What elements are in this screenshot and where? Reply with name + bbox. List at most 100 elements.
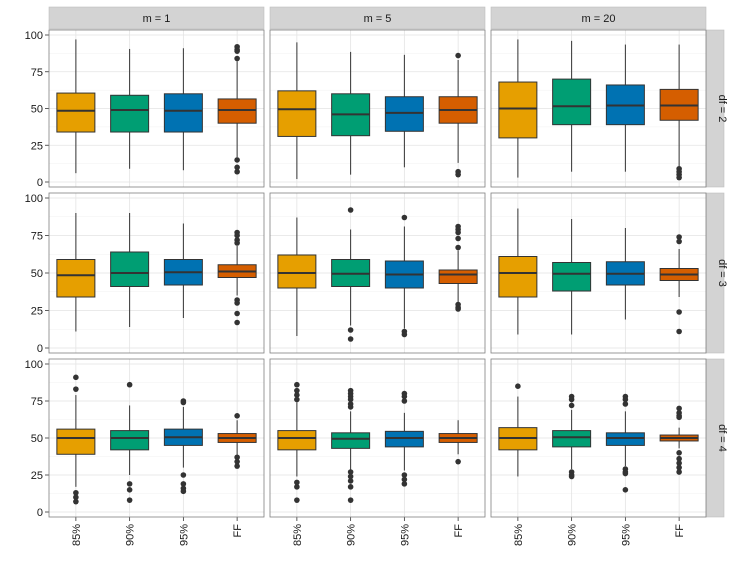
boxplot-95%: [163, 398, 203, 495]
boxplot-85%: [498, 39, 538, 178]
outlier-point: [568, 473, 575, 480]
x-tick-label: FF: [674, 524, 686, 538]
outlier-point: [73, 494, 79, 501]
outlier-point: [622, 470, 629, 477]
boxplot-95%: [163, 223, 203, 318]
outlier-point: [73, 374, 79, 381]
outlier-point: [234, 463, 240, 469]
y-tick-label: 100: [25, 359, 43, 371]
boxplot-85%: [56, 374, 96, 505]
box-iqr: [56, 259, 96, 298]
y-tick-label: 25: [31, 306, 43, 318]
box-iqr: [331, 432, 371, 449]
outlier-point: [347, 327, 354, 333]
boxplot-FF: [217, 229, 257, 326]
outlier-point: [401, 214, 408, 221]
outlier-point: [676, 414, 682, 421]
x-tick-label: 95%: [178, 524, 190, 546]
boxplot-90%: [552, 393, 592, 480]
y-tick-label: 25: [31, 470, 43, 482]
x-tick-label: 85%: [513, 524, 525, 546]
outlier-point: [401, 331, 408, 338]
boxplot-90%: [331, 51, 371, 175]
outlier-point: [347, 473, 354, 480]
outlier-point: [73, 489, 79, 496]
outlier-point: [676, 469, 682, 475]
boxplot-85%: [277, 217, 317, 336]
x-tick-label: FF: [453, 524, 465, 538]
boxplot-90%: [331, 387, 371, 503]
outlier-point: [234, 232, 240, 239]
outlier-point: [676, 234, 682, 240]
outlier-point: [234, 240, 240, 246]
outlier-point: [234, 157, 240, 163]
boxplot-85%: [277, 42, 317, 180]
outlier-point: [455, 306, 461, 312]
panel-border: [48, 192, 265, 354]
box-iqr: [110, 94, 150, 133]
outlier-point: [347, 207, 354, 213]
x-tick-label: 95%: [399, 524, 411, 546]
outlier-point: [347, 469, 354, 475]
outlier-point: [234, 454, 240, 461]
outlier-point: [294, 387, 300, 394]
box-iqr: [384, 96, 424, 132]
box-iqr: [498, 81, 538, 139]
boxplot-FF: [659, 44, 699, 181]
y-tick-label: 100: [25, 30, 43, 42]
outlier-point: [401, 472, 408, 478]
outlier-point: [401, 398, 408, 404]
box-iqr: [217, 98, 257, 124]
boxplot-FF: [659, 405, 699, 475]
y-tick-label: 0: [37, 507, 43, 519]
box-iqr: [277, 430, 317, 451]
box-iqr: [110, 251, 150, 287]
outlier-point: [676, 309, 682, 315]
outlier-point: [676, 174, 682, 181]
outlier-point: [347, 396, 354, 403]
facet-strip-col: [48, 6, 265, 30]
outlier-point: [455, 235, 461, 242]
y-tick-label: 75: [31, 67, 43, 79]
boxplot-95%: [605, 44, 645, 172]
outlier-point: [180, 488, 187, 495]
x-tick-label: 90%: [125, 524, 137, 546]
boxplot-85%: [498, 208, 538, 335]
outlier-point: [347, 404, 354, 410]
y-tick-label: 25: [31, 140, 43, 152]
y-tick-label: 50: [31, 268, 43, 280]
outlier-point: [126, 481, 133, 487]
facet-strip-col-label: m = 20: [582, 13, 616, 25]
outlier-point: [347, 484, 354, 490]
boxplot-85%: [56, 213, 96, 332]
outlier-point: [676, 450, 682, 456]
panel-border: [48, 358, 265, 518]
box-iqr: [552, 430, 592, 448]
boxplot-90%: [552, 219, 592, 335]
outlier-point: [455, 229, 461, 236]
box-iqr: [277, 90, 317, 137]
outlier-point: [676, 460, 682, 466]
facet-strip-row-label: df = 2: [716, 95, 728, 123]
box-iqr: [498, 256, 538, 298]
outlier-point: [234, 48, 240, 54]
panel-border: [269, 29, 486, 188]
outlier-point: [622, 396, 629, 403]
boxplot-FF: [438, 223, 478, 312]
boxplot-FF: [659, 234, 699, 335]
outlier-point: [294, 392, 300, 398]
boxplot-FF: [438, 420, 478, 465]
outlier-point: [676, 455, 682, 462]
outlier-point: [294, 497, 300, 503]
outlier-point: [347, 478, 354, 484]
boxplot-95%: [605, 393, 645, 493]
outlier-point: [622, 401, 629, 407]
outlier-point: [401, 481, 408, 487]
outlier-point: [234, 168, 240, 175]
outlier-point: [234, 55, 240, 62]
box-iqr: [384, 430, 424, 448]
y-tick-label: 50: [31, 433, 43, 445]
boxplot-FF: [438, 52, 478, 178]
outlier-point: [676, 328, 682, 335]
